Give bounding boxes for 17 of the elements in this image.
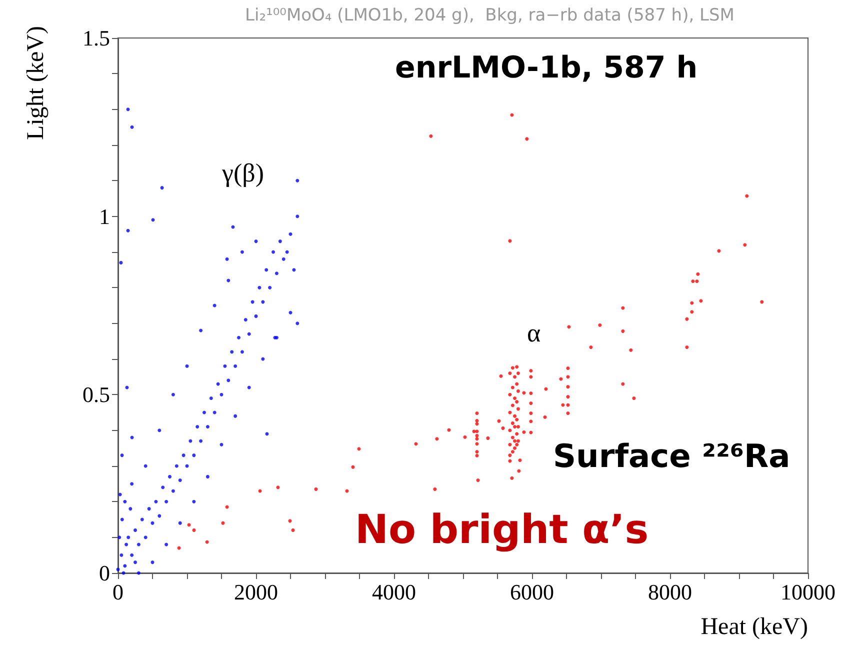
chart-title: Li₂¹⁰⁰MoO₄ (LMO1b, 204 g), Bkg, ra−rb data (587 h), LSM	[245, 6, 734, 26]
y-tick-label: 1	[99, 204, 110, 229]
annotation: No bright α’s	[355, 507, 649, 553]
x-tick-label: 8000	[648, 580, 692, 604]
x-tick-label: 6000	[510, 580, 554, 604]
y-tick-label: 0.5	[82, 382, 110, 408]
x-tick-label: 10000	[780, 580, 836, 604]
chart-subtitle: enrLMO-1b, 587 h	[395, 50, 698, 86]
y-tick-label: 1.5	[82, 26, 110, 50]
y-axis-title: Light (keV)	[23, 26, 49, 140]
x-tick-label: 2000	[234, 580, 278, 604]
annotation: Surface ²²⁶Ra	[553, 437, 790, 475]
annotation: α	[527, 318, 541, 348]
annotation: γ(β)	[221, 158, 264, 188]
x-tick-label: 4000	[372, 580, 416, 604]
y-tick-label: 0	[99, 560, 110, 586]
x-axis-title: Heat (keV)	[700, 614, 808, 640]
